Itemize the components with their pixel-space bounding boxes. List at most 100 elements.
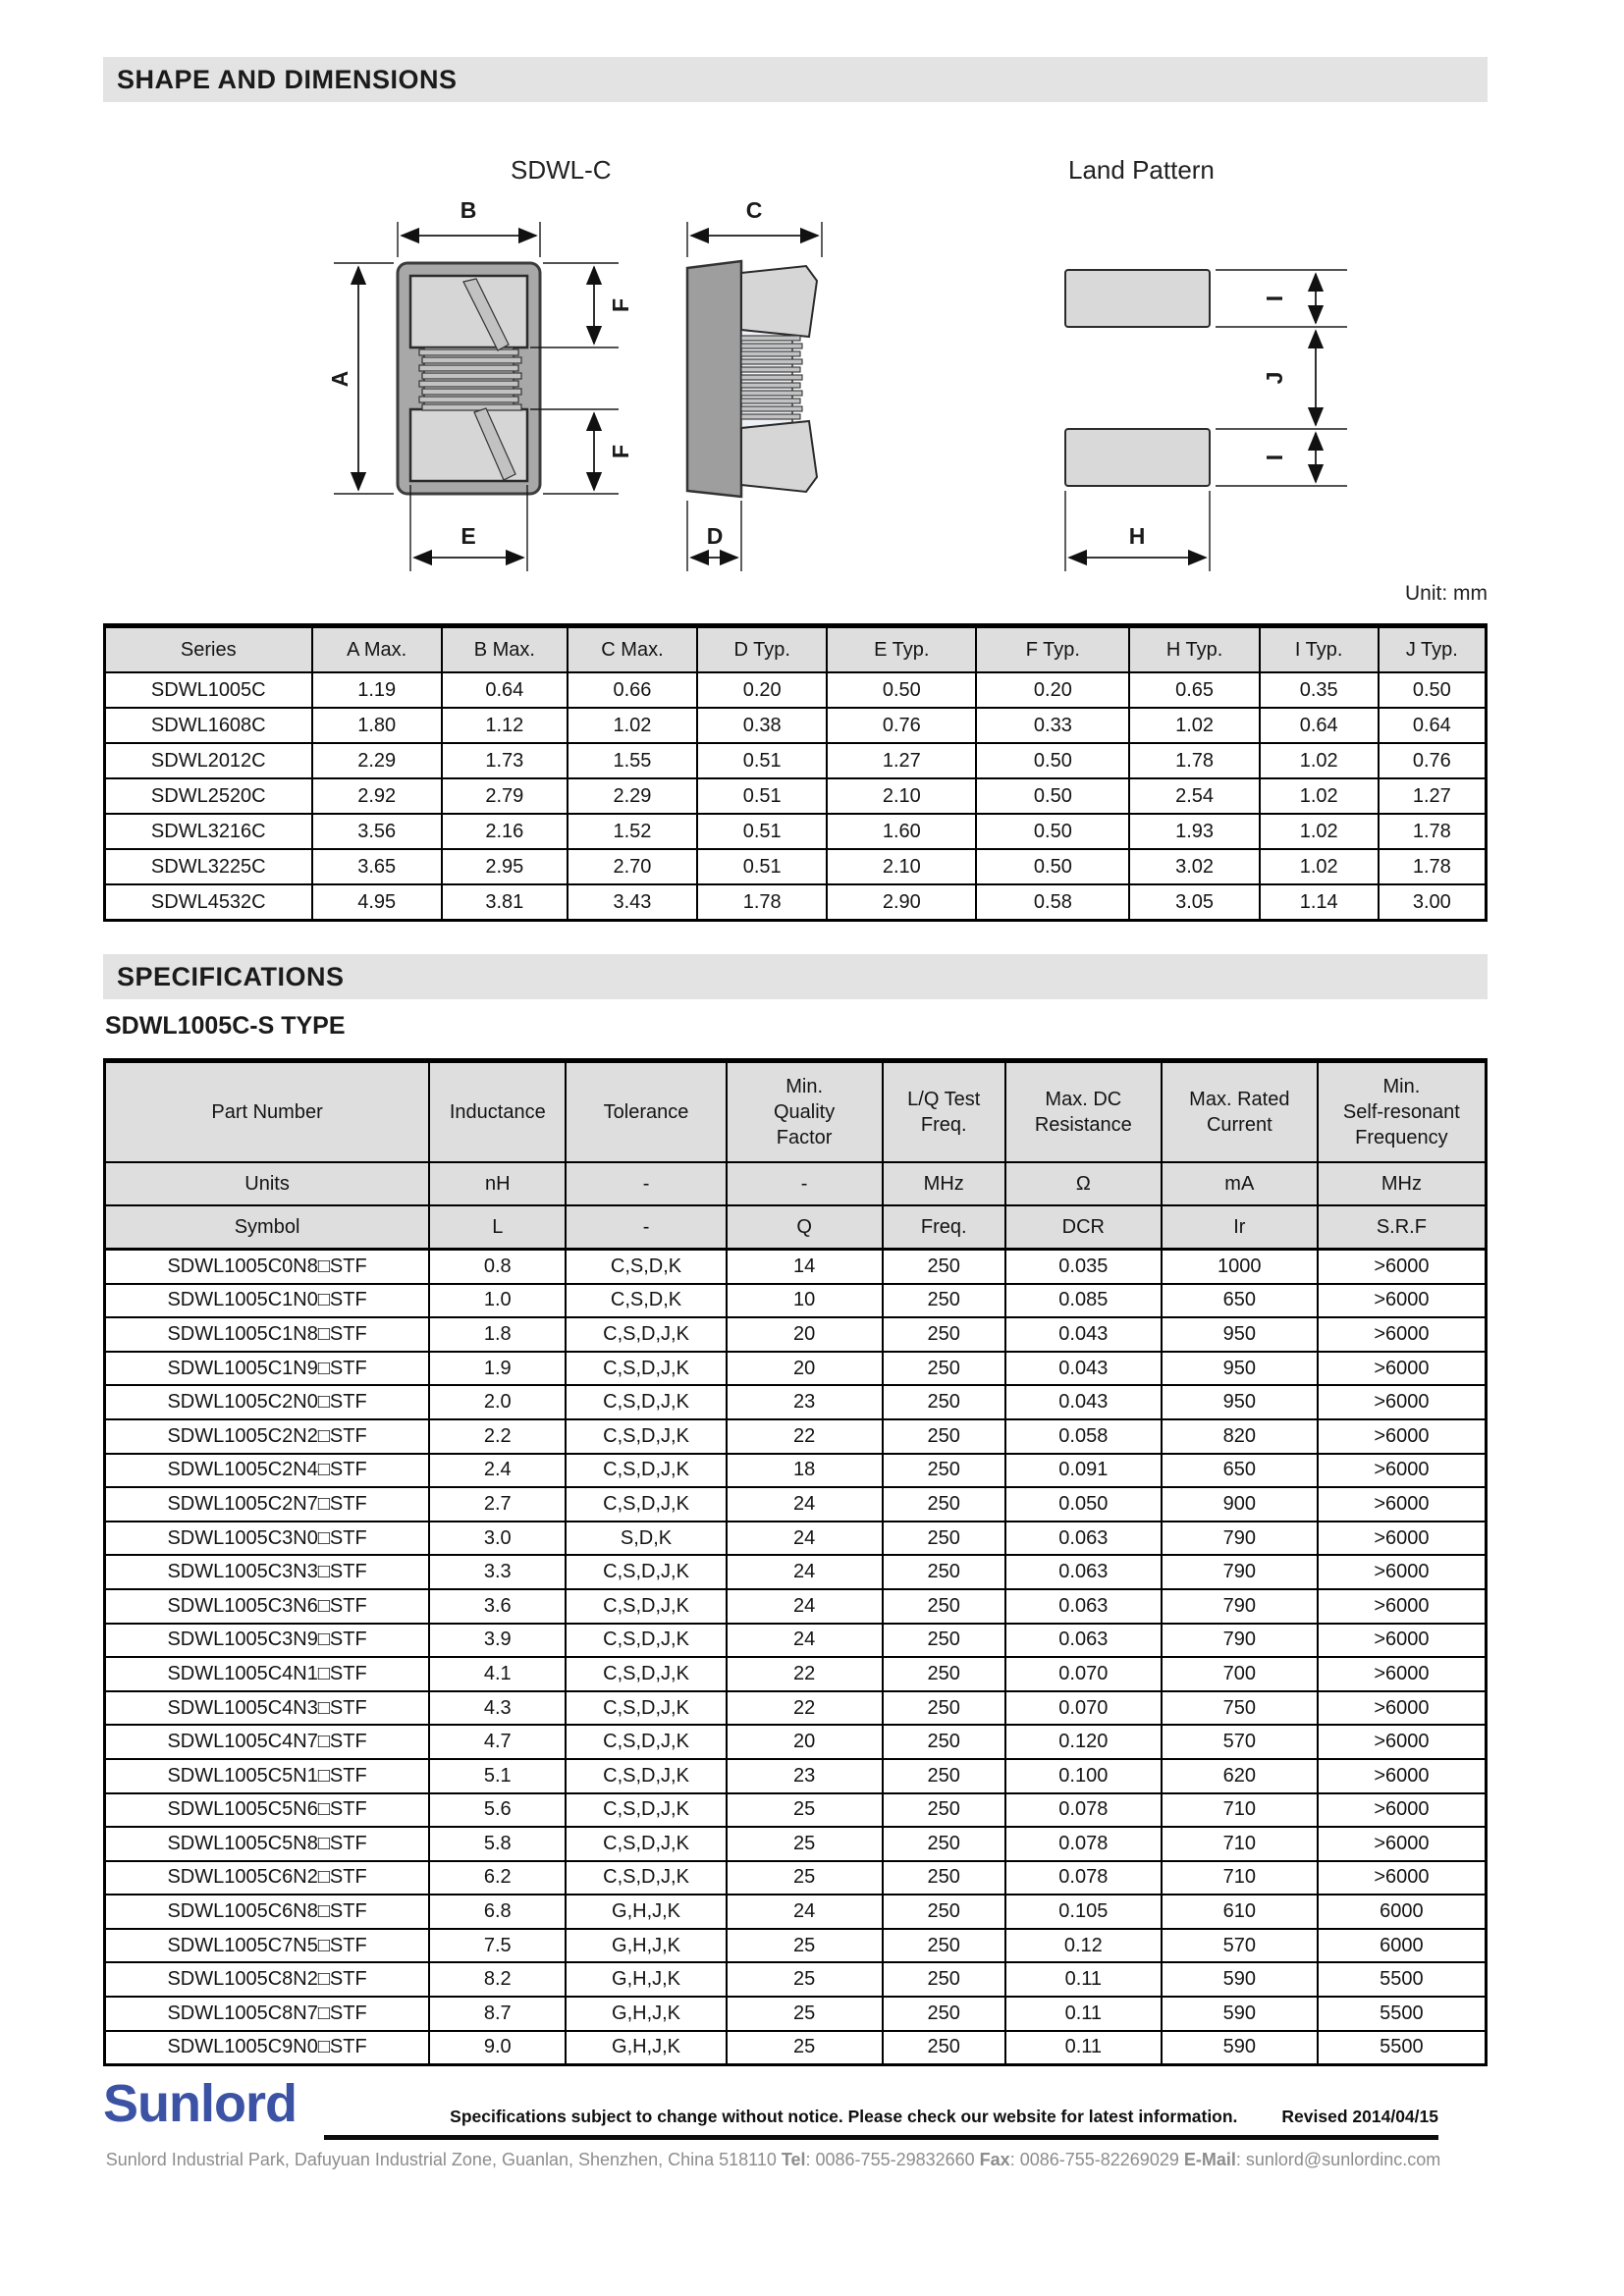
table-cell: 0.64 [1258, 707, 1380, 744]
table-cell: 0.078 [1003, 1791, 1163, 1829]
table-cell: 250 [881, 1996, 1006, 2032]
table-cell: 0.078 [1003, 1826, 1163, 1862]
table-cell: 0.50 [975, 777, 1131, 815]
table-cell: 1.02 [1258, 813, 1380, 850]
specifications-table: Part Number Inductance Tolerance Min. Quali… [103, 1058, 1488, 2067]
table-cell: SDWL1005C5N8□STF [103, 1826, 431, 1862]
table-cell: 250 [881, 1554, 1006, 1590]
fax-label: Fax [979, 2150, 1010, 2169]
side-coil-winding [740, 335, 803, 420]
dimension-label-e: E [460, 523, 475, 549]
table-cell: 3.02 [1128, 848, 1261, 885]
table-cell: 250 [881, 1927, 1006, 1964]
table-row: SDWL1005C9N0□STF 9.0 G,H,J,K 25 250 0.11 590 55… [103, 2029, 1488, 2066]
table-cell: 0.64 [440, 671, 568, 709]
table-cell: >6000 [1316, 1689, 1488, 1727]
table-cell: SDWL2520C [103, 777, 313, 815]
table-cell: 0.120 [1003, 1724, 1163, 1760]
table-cell: 790 [1160, 1554, 1319, 1590]
table-cell: 3.65 [310, 848, 443, 885]
table-cell: 2.7 [428, 1486, 568, 1522]
table-cell: >6000 [1316, 1826, 1488, 1862]
column-header: B Max. [440, 624, 568, 673]
footer-divider [324, 2135, 1438, 2140]
footer-address: Sunlord Industrial Park, Dafuyuan Indust… [103, 2150, 1443, 2170]
column-header: E Typ. [826, 624, 978, 673]
table-cell: C,S,D,K [565, 1282, 728, 1319]
table-cell: 25 [725, 1927, 884, 1964]
table-cell: 5.6 [428, 1791, 568, 1829]
table-cell: 0.35 [1258, 671, 1380, 709]
land-pattern-drawing: I J I H [1064, 269, 1347, 571]
column-header: Max. DC Resistance [1003, 1059, 1163, 1163]
table-cell: 25 [725, 1961, 884, 1999]
table-cell: 0.50 [826, 671, 978, 709]
table-cell: 250 [881, 1248, 1006, 1285]
table-cell: 0.035 [1003, 1248, 1163, 1285]
table-cell: 0.51 [696, 742, 829, 779]
table-cell: C,S,D,J,K [565, 1859, 728, 1896]
fax-value: : 0086-755-82269029 [1009, 2150, 1184, 2169]
table-cell: 710 [1160, 1826, 1319, 1862]
column-header: L/Q Test Freq. [881, 1059, 1006, 1163]
table-cell: 24 [725, 1894, 884, 1930]
table-cell: 0.11 [1003, 1961, 1163, 1999]
table-cell: C,S,D,J,K [565, 1452, 728, 1489]
table-row: SDWL1005C4N7□STF 4.7 C,S,D,J,K 20 250 0.120 57… [103, 1724, 1488, 1760]
bottom-lead-wire [473, 407, 516, 481]
table-cell: 0.50 [975, 848, 1131, 885]
table-cell: SDWL2012C [103, 742, 313, 779]
table-cell: >6000 [1316, 1452, 1488, 1489]
table-cell: 0.64 [1377, 707, 1488, 744]
tel-value: : 0086-755-29832660 [805, 2150, 980, 2169]
table-cell: SDWL1005C1N9□STF [103, 1350, 431, 1387]
table-cell: 1.78 [1377, 848, 1488, 885]
dimensions-header-row: Series A Max. B Max. C Max. D Typ. E Typ. F Ty… [103, 624, 1488, 673]
table-cell: >6000 [1316, 1859, 1488, 1896]
table-cell: 650 [1160, 1452, 1319, 1489]
table-cell: 14 [725, 1248, 884, 1285]
table-cell: 1.73 [440, 742, 568, 779]
column-header: F Typ. [975, 624, 1131, 673]
table-cell: 2.10 [826, 848, 978, 885]
table-cell: 1.14 [1258, 883, 1380, 922]
table-cell: 1.93 [1128, 813, 1261, 850]
table-cell: >6000 [1316, 1520, 1488, 1557]
table-cell: 250 [881, 1622, 1006, 1659]
table-row: SDWL1005C5N6□STF 5.6 C,S,D,J,K 25 250 0.078 71… [103, 1791, 1488, 1829]
table-cell: SDWL1608C [103, 707, 313, 744]
table-cell: 250 [881, 1961, 1006, 1999]
table-cell: 0.8 [428, 1248, 568, 1285]
symbol-cell: Symbol [103, 1204, 431, 1251]
section-title: SPECIFICATIONS [117, 962, 345, 991]
table-cell: SDWL1005C2N4□STF [103, 1452, 431, 1489]
column-header: D Typ. [696, 624, 829, 673]
symbol-cell: L [428, 1204, 568, 1251]
table-cell: S,D,K [565, 1520, 728, 1557]
table-cell: 950 [1160, 1384, 1319, 1420]
table-cell: 0.51 [696, 813, 829, 850]
table-cell: 10 [725, 1282, 884, 1319]
table-cell: SDWL1005C3N6□STF [103, 1587, 431, 1625]
table-row: SDWL1005C2N0□STF 2.0 C,S,D,J,K 23 250 0.043 95… [103, 1384, 1488, 1420]
table-row: SDWL1005C8N7□STF 8.7 G,H,J,K 25 250 0.11 590 55… [103, 1996, 1488, 2032]
table-cell: 2.0 [428, 1384, 568, 1420]
table-cell: >6000 [1316, 1554, 1488, 1590]
table-cell: SDWL1005C3N0□STF [103, 1520, 431, 1557]
table-cell: 4.3 [428, 1689, 568, 1727]
table-cell: 8.7 [428, 1996, 568, 2032]
dimension-label-i-bottom: I [1262, 454, 1287, 460]
table-row: SDWL1005C3N6□STF 3.6 C,S,D,J,K 24 250 0.063 79… [103, 1587, 1488, 1625]
table-cell: 0.65 [1128, 671, 1261, 709]
table-cell: 23 [725, 1384, 884, 1420]
table-cell: C,S,D,J,K [565, 1791, 728, 1829]
table-cell: 6.8 [428, 1894, 568, 1930]
table-cell: 2.90 [826, 883, 978, 922]
column-header: Series [103, 624, 313, 673]
table-cell: 5.1 [428, 1757, 568, 1794]
symbol-cell: Q [725, 1204, 884, 1251]
table-cell: 590 [1160, 1961, 1319, 1999]
table-row: SDWL1005C6N2□STF 6.2 C,S,D,J,K 25 250 0.078 71… [103, 1859, 1488, 1896]
table-cell: 6000 [1316, 1894, 1488, 1930]
table-cell: 0.66 [566, 671, 699, 709]
